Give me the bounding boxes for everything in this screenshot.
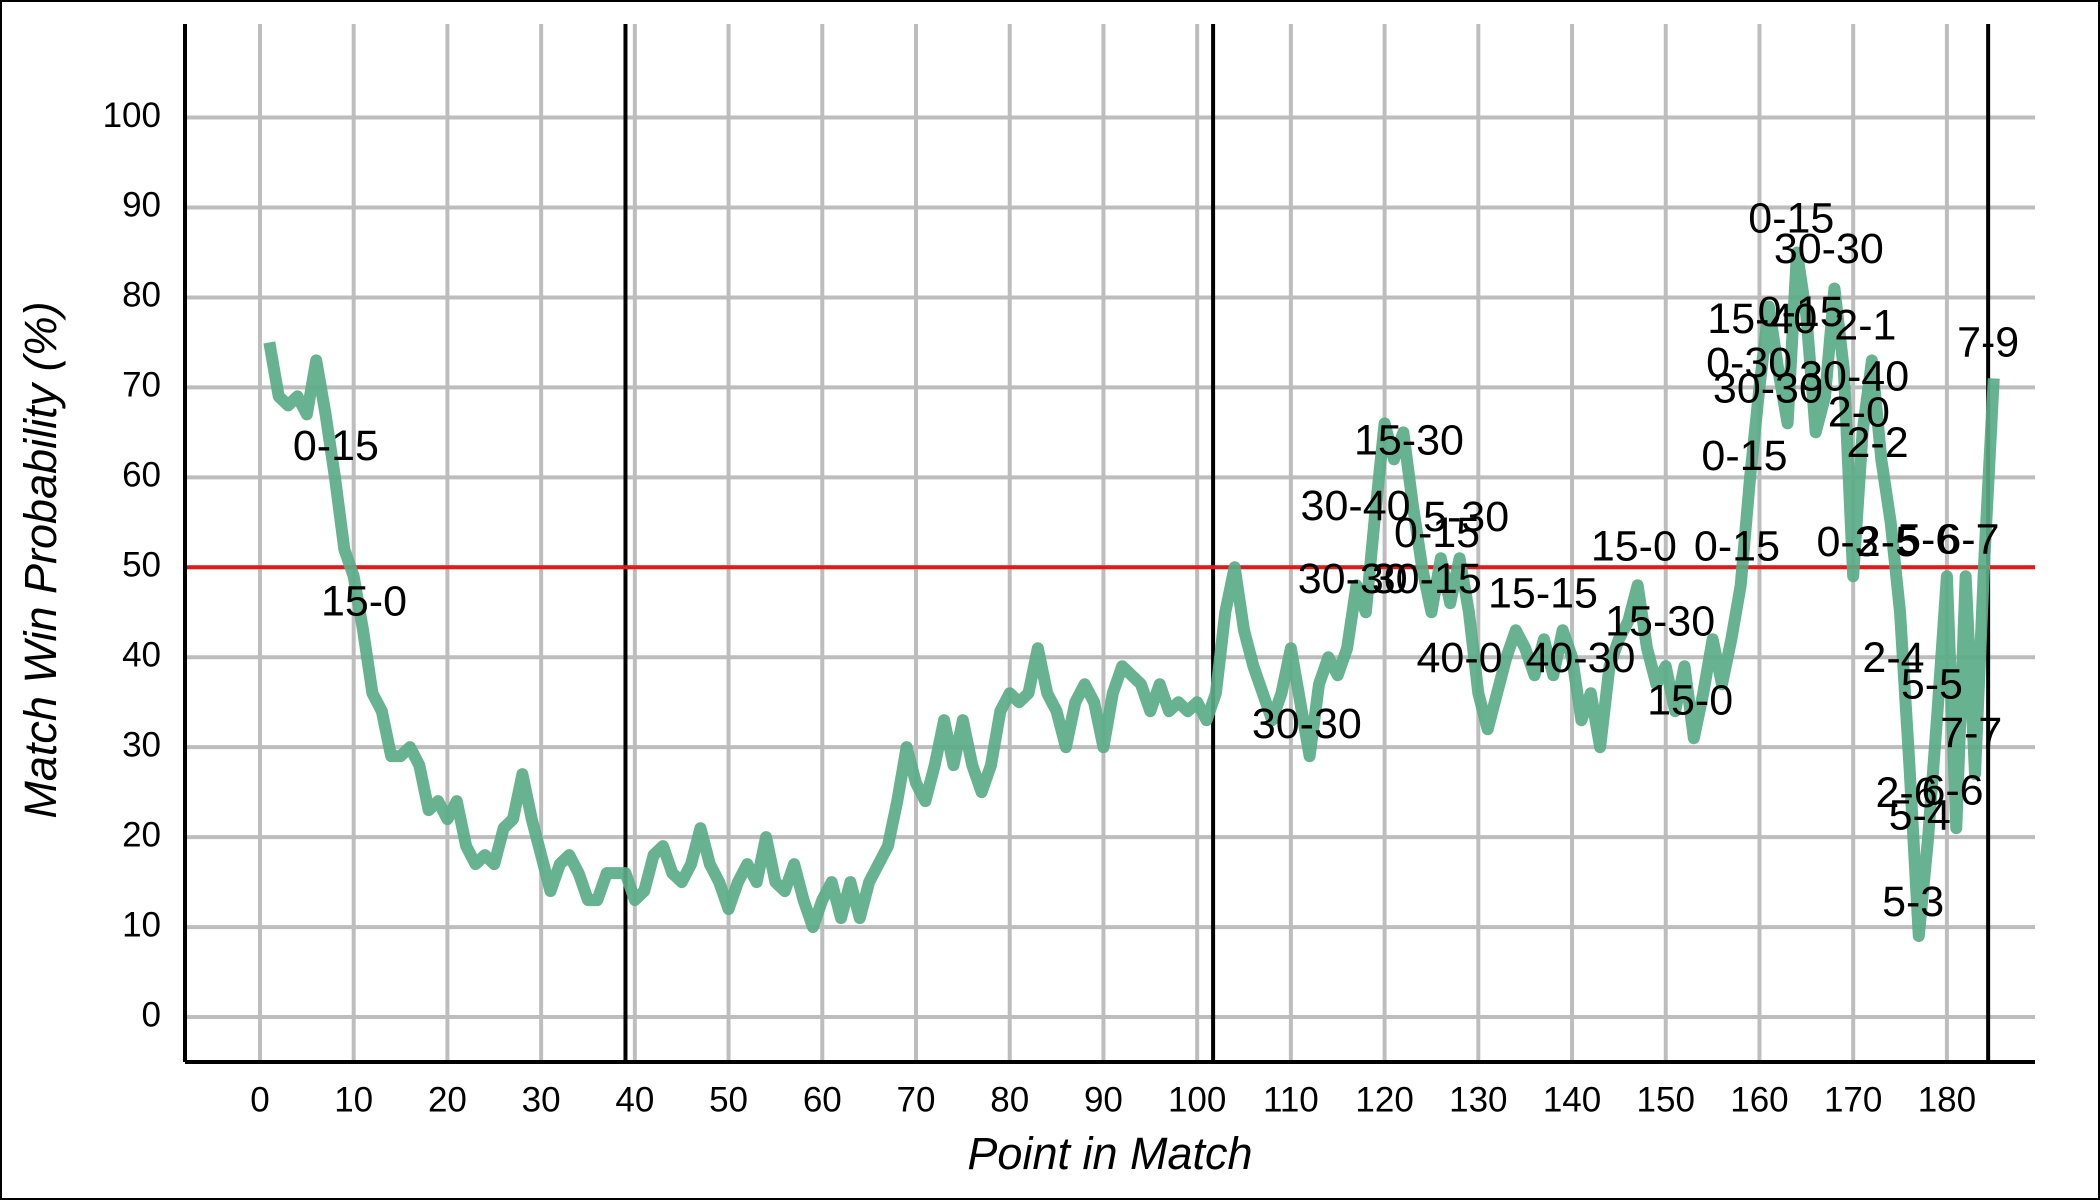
x-tick-label: 10 bbox=[334, 1080, 373, 1119]
annotation: 0-15 bbox=[1701, 432, 1787, 480]
annotation: 15-0 bbox=[1591, 523, 1677, 571]
x-tick-label: 70 bbox=[897, 1080, 936, 1119]
annotation: 30-40 bbox=[1301, 482, 1411, 530]
annotation: 2-2 bbox=[1846, 419, 1908, 467]
x-tick-label: 60 bbox=[803, 1080, 842, 1119]
annotation: 0-15 bbox=[1394, 509, 1480, 557]
annotation: 5-4 bbox=[1889, 792, 1951, 840]
annotation: 30-15 bbox=[1372, 555, 1482, 603]
y-tick-label: 10 bbox=[122, 905, 161, 944]
x-tick-label: 100 bbox=[1168, 1080, 1226, 1119]
annotation: 30-40 bbox=[1799, 353, 1909, 401]
annotation: 5-6 bbox=[1897, 515, 1959, 563]
annotation: 30-30 bbox=[1713, 364, 1823, 412]
annotation: 30-30 bbox=[1298, 555, 1408, 603]
x-tick-label: 130 bbox=[1449, 1080, 1507, 1119]
annotation: 15-40 bbox=[1707, 295, 1817, 343]
y-tick-label: 70 bbox=[122, 366, 161, 405]
annotation: 0-15 bbox=[1694, 523, 1780, 571]
x-tick-label: 140 bbox=[1543, 1080, 1601, 1119]
annotation: 15-0 bbox=[321, 578, 407, 626]
annotation: 7-9 bbox=[1957, 318, 2019, 366]
x-tick-label: 30 bbox=[522, 1080, 561, 1119]
x-tick-label: 150 bbox=[1637, 1080, 1695, 1119]
x-tick-label: 90 bbox=[1084, 1080, 1123, 1119]
annotation: 5-30 bbox=[1423, 493, 1509, 541]
annotation: 7-7 bbox=[1940, 709, 2002, 757]
annotation: 2-6 bbox=[1876, 769, 1938, 817]
annotation: 2-4 bbox=[1862, 634, 1924, 682]
annotation: 0-15 bbox=[1758, 288, 1844, 336]
x-tick-label: 40 bbox=[615, 1080, 654, 1119]
annotation: 15-15 bbox=[1488, 569, 1598, 617]
annotation: 2-5 bbox=[1857, 518, 1919, 566]
y-tick-label: 30 bbox=[122, 725, 161, 764]
annotation: 6-7 bbox=[1937, 515, 1999, 563]
annotation: 40-0 bbox=[1417, 634, 1503, 682]
annotation: 15-30 bbox=[1605, 597, 1715, 645]
x-tick-label: 160 bbox=[1730, 1080, 1788, 1119]
annotation: 2-1 bbox=[1834, 301, 1896, 349]
x-tick-label: 180 bbox=[1918, 1080, 1976, 1119]
y-tick-label: 80 bbox=[122, 276, 161, 315]
annotation: 5-5 bbox=[1901, 660, 1963, 708]
y-tick-label: 40 bbox=[122, 635, 161, 674]
annotation: 0-15 bbox=[1748, 194, 1834, 242]
y-tick-label: 90 bbox=[122, 186, 161, 225]
x-tick-label: 120 bbox=[1355, 1080, 1413, 1119]
x-tick-label: 110 bbox=[1263, 1080, 1319, 1119]
x-axis-label: Point in Match bbox=[967, 1128, 1252, 1179]
x-tick-label: 0 bbox=[250, 1080, 269, 1119]
annotation: 0-3 bbox=[1816, 518, 1878, 566]
y-tick-label: 50 bbox=[122, 546, 161, 585]
y-axis-label: Match Win Probability (%) bbox=[15, 301, 66, 818]
y-tick-label: 60 bbox=[122, 456, 161, 495]
annotation: 6-6 bbox=[1921, 766, 1983, 814]
annotation: 2-0 bbox=[1828, 389, 1890, 437]
annotation: 40-30 bbox=[1525, 634, 1635, 682]
y-tick-label: 0 bbox=[142, 995, 161, 1034]
x-tick-label: 20 bbox=[428, 1080, 467, 1119]
x-tick-label: 170 bbox=[1824, 1080, 1882, 1119]
x-tick-label: 50 bbox=[709, 1080, 748, 1119]
x-tick-label: 80 bbox=[990, 1080, 1029, 1119]
annotation: 5-3 bbox=[1882, 878, 1944, 926]
annotation: 15-0 bbox=[1647, 676, 1733, 724]
y-tick-label: 100 bbox=[103, 96, 161, 135]
annotation: 30-30 bbox=[1252, 700, 1362, 748]
y-tick-label: 20 bbox=[122, 815, 161, 854]
annotation: 15-30 bbox=[1354, 417, 1464, 465]
series-line bbox=[263, 246, 2000, 943]
annotation: 0-15 bbox=[293, 422, 379, 470]
annotation: 0-30 bbox=[1706, 339, 1792, 387]
annotation: 30-30 bbox=[1774, 225, 1884, 273]
